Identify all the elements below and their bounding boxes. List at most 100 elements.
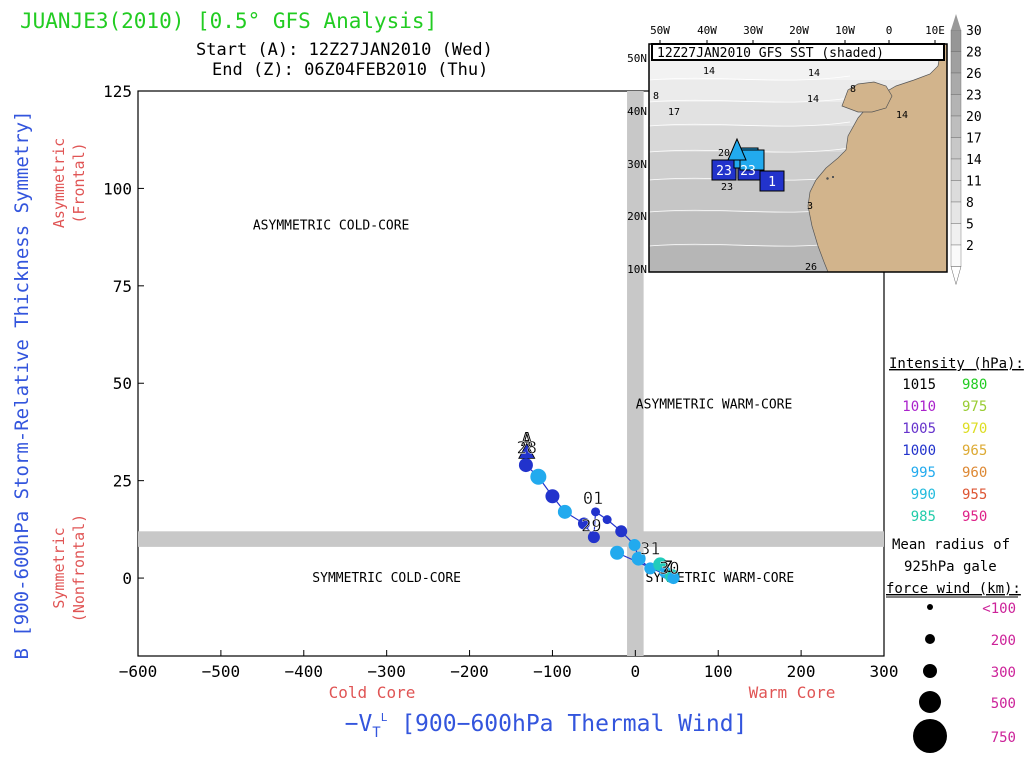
sst-contour [648, 75, 851, 81]
track-point [591, 507, 601, 517]
intensity-value: 990 [911, 487, 936, 503]
day-label: 30 [659, 559, 679, 579]
radius-dot [927, 604, 933, 610]
colorbar-label: 30 [966, 24, 982, 39]
start-marker: A [521, 430, 532, 451]
colorbar-label: 28 [966, 46, 982, 61]
lon-label: 10E [925, 24, 945, 37]
intensity-value: 955 [962, 487, 987, 503]
inset-start-triangle [727, 137, 747, 161]
colorbar-swatch [950, 223, 962, 246]
y-sublabel-sym-2: (Nonfrontal) [70, 514, 88, 622]
radius-label: 300 [991, 665, 1016, 681]
contour-label: 14 [896, 110, 908, 121]
colorbar-swatch [950, 72, 962, 95]
colorbar-label: 17 [966, 132, 982, 147]
track-point [610, 545, 625, 560]
x-axis-label: −VTL [900−600hPa Thermal Wind] [345, 711, 748, 741]
canary-islands [826, 176, 834, 180]
x-tick-label: 300 [870, 662, 899, 681]
x-tick-label: −300 [367, 662, 406, 681]
y-tick-label: 100 [103, 179, 132, 198]
iberia [841, 81, 893, 113]
intensity-value: 980 [962, 377, 987, 393]
radius-label: 750 [991, 730, 1016, 746]
contour-label: 26 [805, 262, 817, 273]
colorbar-label: 14 [966, 153, 982, 168]
track-point [587, 531, 600, 544]
colorbar-swatch [950, 94, 962, 117]
intensity-value: 960 [962, 465, 987, 481]
track-point [530, 468, 547, 485]
land-mass [807, 43, 948, 273]
day-label: 29 [581, 516, 601, 536]
radius-dot [925, 634, 935, 644]
lon-label: 10W [835, 24, 855, 37]
intensity-value: 1000 [902, 443, 936, 459]
lat-label: 20N [627, 210, 647, 223]
inset-map: 12Z27JAN2010 GFS SST (shaded) 50W 40W 30W 2… [627, 24, 948, 276]
y-sublabel-asym-2: (Frontal) [70, 142, 88, 223]
x-tick-label: −200 [450, 662, 489, 681]
colorbar-label: 23 [966, 89, 982, 104]
radius-title-3: force wind (km): [886, 581, 1021, 597]
y-tick-label: 125 [103, 82, 132, 101]
track-point [545, 489, 560, 504]
lat-label: 10N [627, 263, 647, 276]
day-label: 28 [517, 438, 537, 458]
intensity-value: 995 [911, 465, 936, 481]
day-label: 31 [640, 540, 660, 560]
intensity-legend-title: Intensity (hPa): [889, 356, 1024, 372]
colorbar-label: 11 [966, 175, 982, 190]
x-tick-label: −400 [285, 662, 324, 681]
sst-contour [648, 121, 851, 127]
radius-label: 500 [991, 696, 1016, 712]
end-marker: Z [663, 557, 673, 576]
radius-label: 200 [991, 633, 1016, 649]
colorbar-top-arrow [951, 14, 961, 30]
intensity-value: 975 [962, 399, 987, 415]
lon-label: 50W [650, 24, 670, 37]
track-point [628, 538, 641, 551]
y-tick-label: 25 [113, 472, 132, 491]
x-tick-label: −500 [202, 662, 241, 681]
colorbar-swatch [950, 244, 962, 267]
x-tick-label: 0 [631, 662, 641, 681]
contour-label: 23 [721, 182, 733, 193]
contour-label: 14 [807, 94, 819, 105]
lon-label: 30W [743, 24, 763, 37]
end-time: End (Z): 06Z04FEB2010 (Thu) [212, 60, 488, 80]
contour-label: 17 [668, 107, 680, 118]
radius-dot [913, 719, 947, 753]
y-sublabel-asym-1: Asymmetric [50, 138, 68, 228]
quadrant-label-br: SYMMETRIC WARM-CORE [646, 571, 795, 586]
intensity-value: 1010 [902, 399, 936, 415]
sst-contour [648, 97, 851, 103]
vertical-band [627, 91, 644, 656]
horizontal-band [138, 531, 884, 547]
lat-label: 50N [627, 52, 647, 65]
colorbar-swatch [950, 201, 962, 224]
colorbar-label: 20 [966, 110, 982, 125]
x-tick-label: 100 [704, 662, 733, 681]
inset-track-label: 1 [768, 175, 776, 190]
x-sublabel-cold: Cold Core [329, 683, 416, 702]
lon-label: 0 [886, 24, 893, 37]
lat-label: 40N [627, 105, 647, 118]
track-point [577, 517, 590, 530]
track-point [518, 458, 533, 473]
inset-track-box [711, 159, 737, 181]
colorbar-label: 2 [966, 239, 974, 254]
radius-dot [919, 691, 941, 713]
intensity-value: 965 [962, 443, 987, 459]
start-time: Start (A): 12Z27JAN2010 (Wed) [196, 40, 493, 60]
colorbar-label: 26 [966, 67, 982, 82]
contour-label: 14 [703, 66, 715, 77]
colorbar-swatch [950, 29, 962, 52]
lat-label: 30N [627, 158, 647, 171]
colorbar-label: 8 [966, 196, 974, 211]
track-point [644, 562, 657, 575]
legend: Intensity (hPa): 1015 980 1010 975 1005 970 10… [886, 356, 1024, 753]
track-point [602, 515, 612, 525]
